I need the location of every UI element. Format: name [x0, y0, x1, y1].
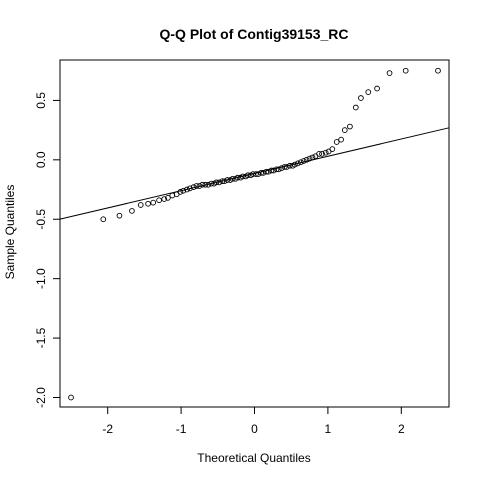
data-point — [309, 154, 316, 161]
data-point — [180, 187, 187, 194]
plot-area — [59, 67, 450, 401]
data-point — [253, 171, 259, 177]
data-point — [275, 166, 282, 173]
data-point — [161, 196, 168, 202]
data-point — [145, 200, 151, 207]
data-point — [402, 67, 409, 74]
x-tick-label: 2 — [398, 422, 405, 436]
data-point — [292, 161, 298, 168]
qq-reference-line — [59, 127, 450, 220]
data-point — [338, 136, 344, 143]
data-point — [283, 164, 290, 170]
data-point — [202, 181, 209, 188]
data-point — [265, 168, 272, 175]
data-point — [341, 127, 348, 133]
data-point — [129, 208, 135, 214]
y-tick-label: -2.0 — [34, 387, 48, 408]
data-point — [68, 394, 74, 401]
data-point — [306, 155, 313, 162]
data-point — [245, 172, 251, 179]
data-point — [224, 177, 231, 183]
data-point — [165, 194, 171, 201]
data-point — [150, 199, 157, 206]
data-point — [374, 85, 380, 92]
x-tick-label: 0 — [251, 422, 258, 436]
data-point — [352, 104, 359, 111]
data-point — [297, 159, 304, 166]
plot-frame — [59, 59, 450, 408]
data-point — [219, 178, 226, 185]
data-point — [156, 197, 162, 204]
data-point — [365, 89, 372, 95]
data-point — [177, 189, 184, 195]
data-point — [435, 67, 441, 74]
data-point — [213, 179, 220, 186]
y-tick-label: -1.0 — [34, 268, 48, 289]
data-point — [322, 149, 329, 156]
data-point — [190, 184, 197, 191]
data-point — [316, 151, 322, 157]
data-point — [221, 178, 228, 185]
data-point — [386, 70, 393, 76]
data-point — [294, 160, 301, 167]
y-axis-label: Sample Quantiles — [3, 185, 17, 280]
y-tick-label: 0.0 — [34, 151, 48, 168]
data-point — [184, 186, 190, 193]
data-point — [300, 158, 307, 164]
data-point — [187, 185, 193, 192]
data-point — [255, 171, 262, 177]
data-point — [234, 174, 241, 181]
y-axis: -2.0 -1.5 -1.0 -0.5 0.0 0.5 — [34, 92, 61, 408]
data-point — [281, 164, 288, 170]
y-tick-label: -0.5 — [34, 209, 48, 230]
data-point — [196, 183, 203, 189]
data-point — [278, 165, 285, 171]
data-point — [137, 202, 144, 208]
data-point — [205, 181, 212, 188]
x-tick-label: 1 — [325, 422, 332, 436]
x-axis: -2 -1 0 1 2 — [102, 406, 405, 436]
data-point — [358, 95, 364, 101]
data-point — [216, 179, 223, 186]
y-tick-label: -1.5 — [34, 327, 48, 348]
data-point — [319, 151, 325, 157]
data-point — [258, 170, 264, 176]
x-tick-label: -2 — [102, 422, 113, 436]
data-point — [239, 173, 246, 180]
data-point — [303, 156, 310, 163]
chart-title: Q-Q Plot of Contig39153_RC — [159, 26, 348, 42]
data-point — [229, 175, 236, 182]
y-tick-label: 0.5 — [34, 92, 48, 109]
x-tick-label: -1 — [176, 422, 187, 436]
data-point — [270, 167, 277, 174]
data-point — [199, 181, 206, 188]
data-point — [329, 146, 336, 152]
data-point — [268, 167, 275, 174]
data-point — [286, 162, 293, 169]
data-point — [193, 183, 200, 189]
data-point — [263, 168, 270, 175]
data-point — [333, 139, 340, 145]
data-point — [347, 123, 353, 130]
data-point — [260, 170, 267, 176]
data-point — [116, 212, 123, 219]
x-axis-label: Theoretical Quantiles — [197, 451, 310, 465]
data-point — [273, 166, 280, 173]
data-point — [208, 180, 215, 187]
data-point — [100, 216, 107, 223]
